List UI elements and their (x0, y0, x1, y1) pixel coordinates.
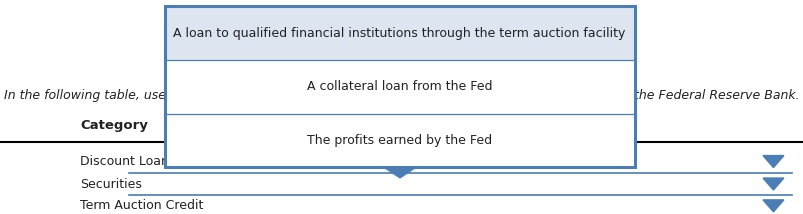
Bar (165, 6, 634, 167)
Text: Category: Category (80, 119, 148, 132)
Text: A collateral loan from the Fed: A collateral loan from the Fed (307, 80, 492, 93)
Text: Discount Loans: Discount Loans (80, 155, 176, 168)
Polygon shape (762, 156, 783, 168)
Polygon shape (382, 167, 418, 179)
Polygon shape (762, 178, 783, 190)
Text: In the following table, use: In the following table, use (4, 89, 165, 102)
Text: Term Auction Credit: Term Auction Credit (80, 199, 203, 212)
Text: the Federal Reserve Bank.: the Federal Reserve Bank. (634, 89, 799, 102)
Text: A loan to qualified financial institutions through the term auction facility: A loan to qualified financial institutio… (173, 27, 625, 40)
Bar (165, 6, 634, 60)
Text: The profits earned by the Fed: The profits earned by the Fed (307, 134, 492, 147)
Polygon shape (762, 200, 783, 212)
Text: Securities: Securities (80, 178, 142, 190)
